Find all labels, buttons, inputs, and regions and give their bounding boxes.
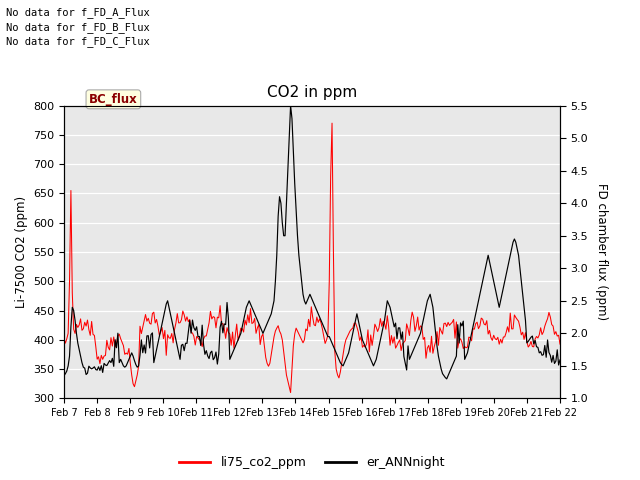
Text: No data for f_FD_C_Flux: No data for f_FD_C_Flux [6, 36, 150, 47]
Y-axis label: Li-7500 CO2 (ppm): Li-7500 CO2 (ppm) [15, 196, 28, 308]
Text: No data for f_FD_B_Flux: No data for f_FD_B_Flux [6, 22, 150, 33]
Text: No data for f_FD_A_Flux: No data for f_FD_A_Flux [6, 7, 150, 18]
Text: BC_flux: BC_flux [89, 93, 138, 106]
Title: CO2 in ppm: CO2 in ppm [267, 85, 357, 100]
Legend: li75_co2_ppm, er_ANNnight: li75_co2_ppm, er_ANNnight [174, 451, 450, 474]
Y-axis label: FD chamber flux (ppm): FD chamber flux (ppm) [595, 183, 607, 321]
